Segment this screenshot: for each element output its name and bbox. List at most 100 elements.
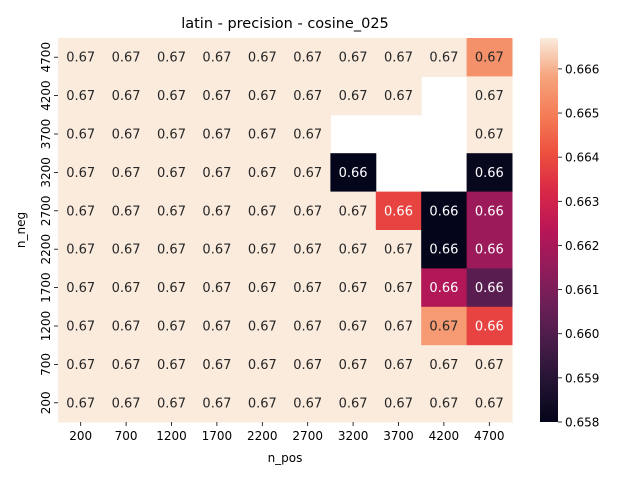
heatmap-cell xyxy=(58,230,104,269)
y-tick-label: 3700 xyxy=(39,119,53,150)
cell-value-label: 0.67 xyxy=(248,281,277,296)
heatmap-cell xyxy=(148,153,195,193)
cell-value-label: 0.67 xyxy=(202,243,231,258)
cell-value-label: 0.67 xyxy=(66,128,95,143)
heatmap-cell xyxy=(148,345,195,385)
heatmap-cell xyxy=(285,230,331,269)
heatmap-cell xyxy=(285,191,331,231)
heatmap-cell xyxy=(330,306,377,346)
cell-value-label: 0.66 xyxy=(475,166,504,181)
heatmap-cell xyxy=(466,191,513,231)
heatmap-cell xyxy=(148,306,195,346)
heatmap-cell xyxy=(194,38,241,77)
cell-value-label: 0.67 xyxy=(112,51,141,66)
heatmap-cell xyxy=(375,38,422,77)
x-tick-label: 1200 xyxy=(156,429,187,443)
heatmap-cell xyxy=(421,306,468,346)
cell-value-label: 0.67 xyxy=(248,358,277,373)
cell-value-label: 0.67 xyxy=(157,243,186,258)
heatmap-cell xyxy=(148,268,195,308)
heatmap-cell xyxy=(466,345,513,385)
cell-value-label: 0.67 xyxy=(384,358,413,373)
cell-value-label: 0.67 xyxy=(248,204,277,219)
heatmap-cell xyxy=(239,306,286,346)
heatmap-cell xyxy=(194,230,241,269)
x-tick-label: 2200 xyxy=(247,429,278,443)
colorbar-tick-label: 0.660 xyxy=(565,327,599,341)
cell-value-label: 0.67 xyxy=(157,358,186,373)
colorbar-tick-label: 0.666 xyxy=(565,62,599,76)
colorbar-tick-label: 0.663 xyxy=(565,195,599,209)
heatmap-cell xyxy=(103,268,150,308)
cell-value-label: 0.67 xyxy=(157,128,186,143)
cell-value-label: 0.67 xyxy=(157,204,186,219)
cell-value-label: 0.67 xyxy=(202,358,231,373)
cell-value-label: 0.67 xyxy=(384,320,413,335)
cell-value-label: 0.67 xyxy=(384,281,413,296)
cell-value-label: 0.67 xyxy=(66,358,95,373)
cell-value-label: 0.67 xyxy=(293,128,322,143)
heatmap-cell xyxy=(239,383,286,423)
cell-value-label: 0.67 xyxy=(293,281,322,296)
heatmap-cell xyxy=(148,191,195,231)
x-tick-label: 2700 xyxy=(292,429,323,443)
heatmap-cell xyxy=(375,191,422,231)
heatmap-cell xyxy=(466,230,513,269)
heatmap-cell xyxy=(375,306,422,346)
cell-value-label: 0.67 xyxy=(475,396,504,411)
cell-value-label: 0.67 xyxy=(66,396,95,411)
heatmap-cell xyxy=(103,153,150,193)
heatmap-cell xyxy=(375,345,422,385)
cell-value-label: 0.67 xyxy=(293,51,322,66)
heatmap-cell xyxy=(466,383,513,423)
x-tick-label: 700 xyxy=(115,429,138,443)
heatmap-cell xyxy=(194,345,241,385)
cell-value-label: 0.67 xyxy=(66,204,95,219)
colorbar-ticks: 0.658 0.659 0.660 0.661 0.662 0.663 0.664 0.665… xyxy=(558,62,599,430)
heatmap-cell xyxy=(330,230,377,269)
heatmap-cell xyxy=(103,38,150,77)
cell-value-label: 0.67 xyxy=(339,204,368,219)
cell-value-label: 0.67 xyxy=(475,128,504,143)
cell-value-label: 0.67 xyxy=(202,166,231,181)
colorbar-tick-label: 0.662 xyxy=(565,239,599,253)
x-tick-label: 3700 xyxy=(383,429,414,443)
heatmap-cell xyxy=(148,38,195,77)
cell-value-label: 0.67 xyxy=(248,128,277,143)
y-tick-label: 2700 xyxy=(39,196,53,227)
cell-value-label: 0.67 xyxy=(66,89,95,104)
heatmap-cell xyxy=(103,114,150,154)
cell-value-label: 0.67 xyxy=(66,243,95,258)
heatmap-cell xyxy=(375,383,422,423)
heatmap-cell xyxy=(58,114,104,154)
cell-value-label: 0.67 xyxy=(66,281,95,296)
cell-value-label: 0.67 xyxy=(475,51,504,66)
cell-value-label: 0.67 xyxy=(66,166,95,181)
cell-value-label: 0.67 xyxy=(429,358,458,373)
cell-value-label: 0.67 xyxy=(112,396,141,411)
x-tick-label: 200 xyxy=(69,429,92,443)
cell-value-label: 0.67 xyxy=(293,89,322,104)
heatmap-cell xyxy=(103,306,150,346)
heatmap-cell xyxy=(285,153,331,193)
heatmap-cell xyxy=(239,153,286,193)
y-tick-label: 700 xyxy=(39,353,53,376)
heatmap-cell xyxy=(330,383,377,423)
y-axis-label: n_neg xyxy=(14,212,28,248)
heatmap-cell xyxy=(239,230,286,269)
heatmap-cell xyxy=(58,191,104,231)
colorbar-tick-label: 0.658 xyxy=(565,416,599,430)
cell-value-label: 0.67 xyxy=(339,51,368,66)
x-tick-label: 3200 xyxy=(338,429,369,443)
heatmap-cell xyxy=(421,345,468,385)
heatmap-cell xyxy=(421,230,468,269)
chart-title: latin - precision - cosine_025 xyxy=(181,16,389,32)
cell-value-label: 0.67 xyxy=(429,51,458,66)
cell-value-label: 0.67 xyxy=(112,128,141,143)
cell-value-label: 0.67 xyxy=(339,89,368,104)
cell-value-label: 0.66 xyxy=(384,204,413,219)
y-tick-label: 4200 xyxy=(39,80,53,111)
cell-value-label: 0.67 xyxy=(157,51,186,66)
heatmap-cell xyxy=(285,306,331,346)
